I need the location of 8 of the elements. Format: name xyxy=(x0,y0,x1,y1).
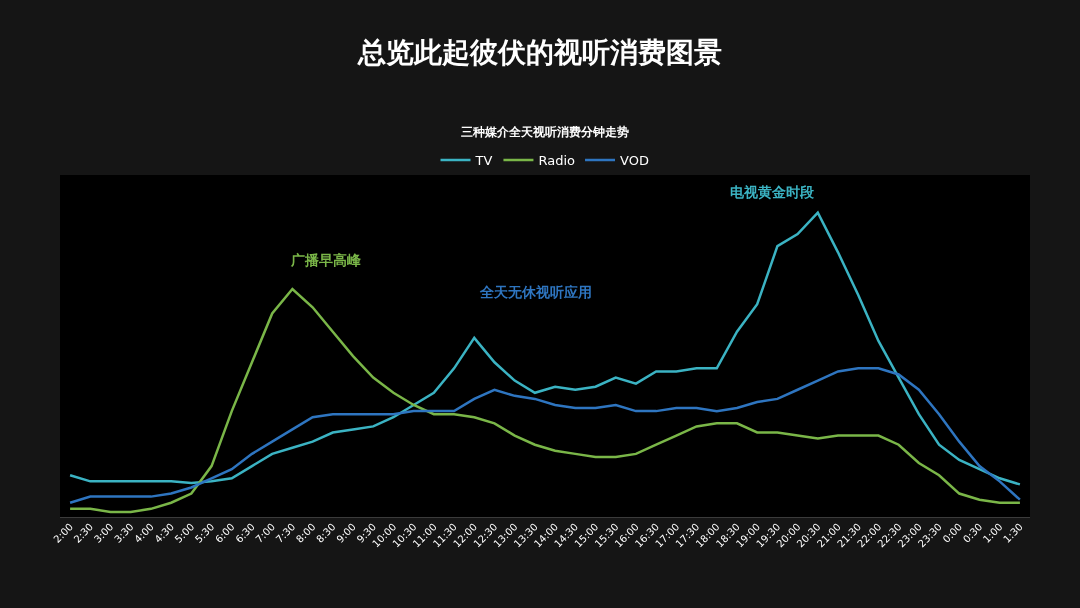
annotation: 全天无休视听应用 xyxy=(479,284,592,300)
legend-label: VOD xyxy=(620,153,649,169)
text: 电视黄金时段 xyxy=(730,184,815,200)
annotation: 广播早高峰 xyxy=(290,252,362,268)
legend-label: Radio xyxy=(538,153,576,169)
chart-subtitle: 三种媒介全天视听消费分钟走势 xyxy=(461,125,629,139)
legend-label: TV xyxy=(474,153,493,169)
chart-title: 总览此起彼伏的视听消费图景 xyxy=(357,36,722,70)
